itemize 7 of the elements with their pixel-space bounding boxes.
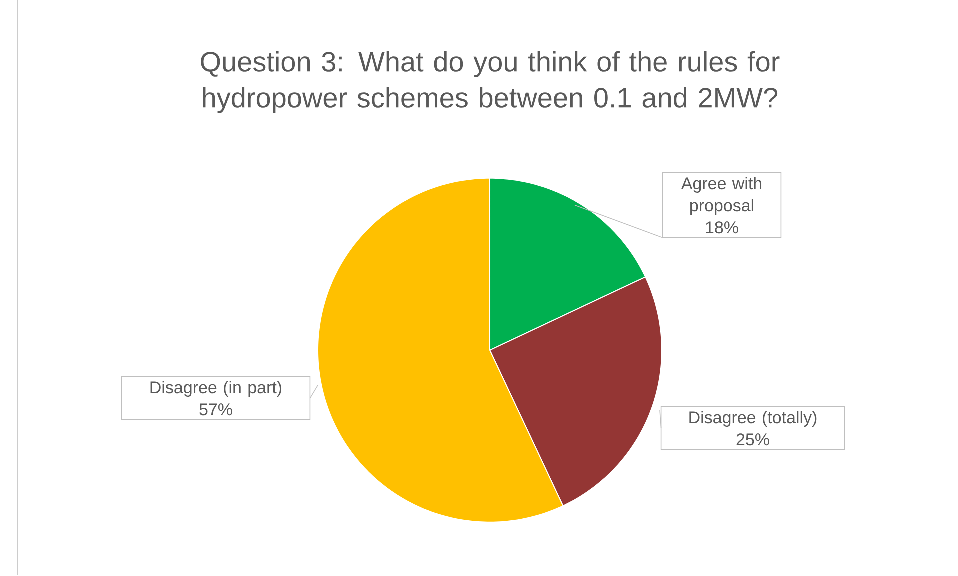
data-label: 25% xyxy=(736,434,770,446)
data-label: 18% xyxy=(706,222,738,234)
slice-label: Disagree (in part) xyxy=(150,381,282,398)
slice-label: Disagree (totally) xyxy=(690,411,817,428)
chart-title: Question 3: What do you think of the rules for hydropower schemes between 0.1 and 2MW? xyxy=(201,51,780,114)
slice-label: Agree with proposal xyxy=(681,177,762,216)
data-label: 57% xyxy=(200,404,232,416)
